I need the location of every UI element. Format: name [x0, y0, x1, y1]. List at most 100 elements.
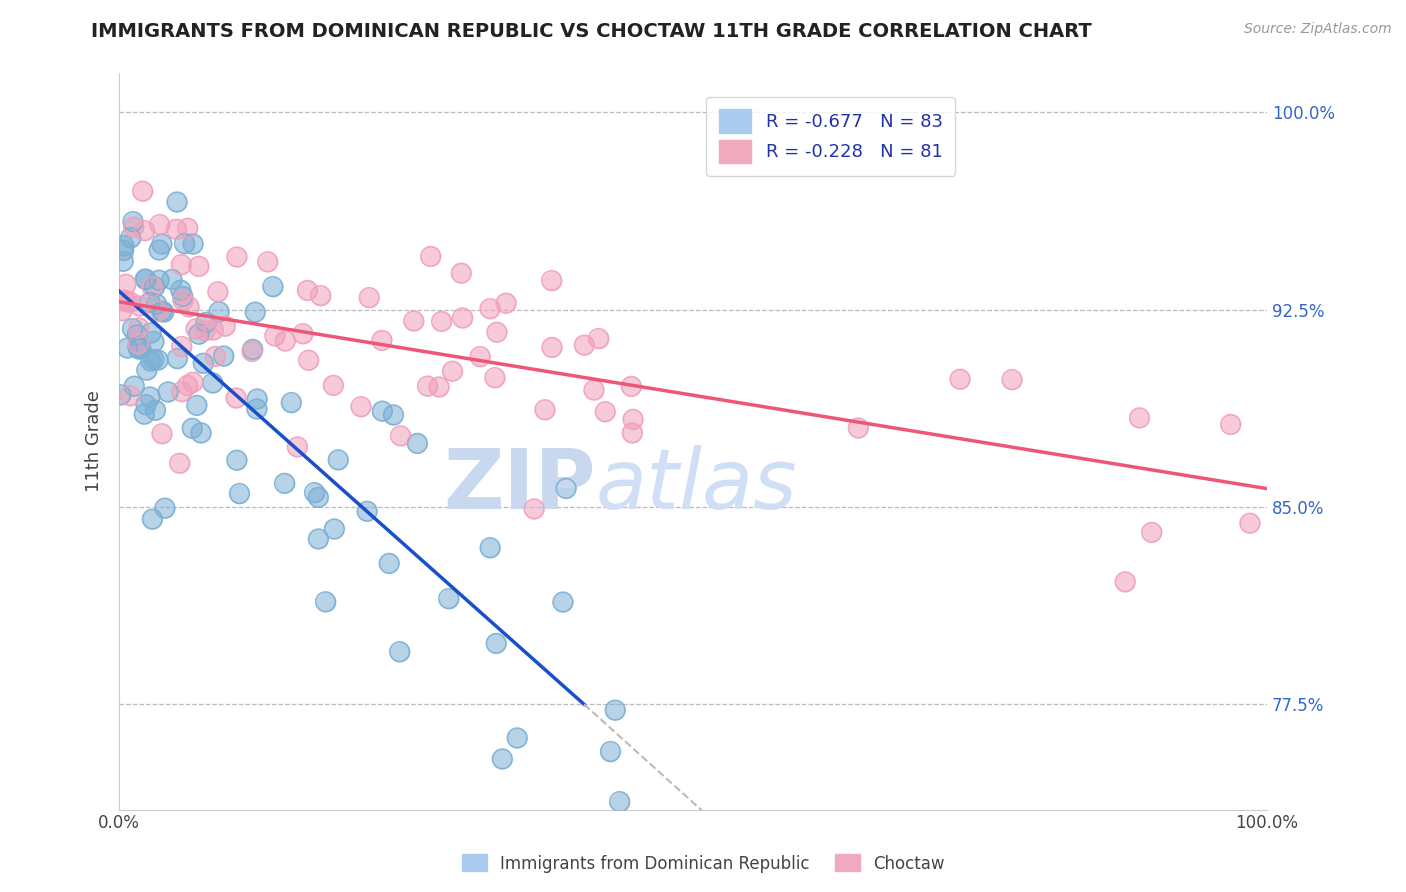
Point [240, 344, 263, 359]
Point [122, 214, 145, 228]
Point [208, 305, 231, 319]
Point [170, 283, 193, 297]
Point [225, 250, 247, 264]
Point [356, 504, 378, 518]
Point [1114, 574, 1136, 589]
Point [389, 429, 412, 443]
Point [122, 220, 145, 235]
Point [190, 425, 212, 440]
Point [297, 353, 319, 368]
Point [371, 404, 394, 418]
Point [166, 351, 188, 366]
Point [287, 440, 309, 454]
Point [139, 295, 162, 310]
Point [212, 349, 235, 363]
Point [146, 304, 169, 318]
Text: ZIP: ZIP [443, 445, 596, 526]
Point [541, 341, 564, 355]
Point [148, 273, 170, 287]
Point [176, 378, 198, 392]
Point [451, 310, 474, 325]
Point [139, 354, 162, 368]
Point [388, 645, 411, 659]
Point [297, 353, 319, 368]
Point [153, 501, 176, 516]
Point [280, 395, 302, 409]
Point [160, 272, 183, 286]
Point [588, 332, 610, 346]
Point [593, 405, 616, 419]
Point [1219, 417, 1241, 432]
Point [273, 476, 295, 491]
Text: atlas: atlas [596, 445, 797, 526]
Point [609, 795, 631, 809]
Point [128, 299, 150, 313]
Point [141, 326, 163, 340]
Point [129, 342, 152, 356]
Point [117, 341, 139, 355]
Point [141, 326, 163, 340]
Point [139, 354, 162, 368]
Point [382, 408, 405, 422]
Point [149, 218, 172, 232]
Point [582, 383, 605, 397]
Point [112, 244, 135, 258]
Point [122, 214, 145, 228]
Point [389, 429, 412, 443]
Point [173, 236, 195, 251]
Point [134, 224, 156, 238]
Point [153, 501, 176, 516]
Point [135, 363, 157, 377]
Point [166, 351, 188, 366]
Point [228, 486, 250, 500]
Point [120, 231, 142, 245]
Point [479, 541, 502, 555]
Point [135, 398, 157, 412]
Point [274, 334, 297, 348]
Point [186, 398, 208, 412]
Point [485, 325, 508, 339]
Point [949, 372, 972, 386]
Point [111, 303, 134, 318]
Point [1239, 516, 1261, 531]
Point [309, 288, 332, 302]
Point [274, 334, 297, 348]
Point [484, 370, 506, 384]
Point [378, 557, 401, 571]
Point [371, 334, 394, 348]
Point [246, 402, 269, 417]
Point [122, 220, 145, 235]
Point [1239, 516, 1261, 531]
Point [315, 595, 337, 609]
Point [609, 795, 631, 809]
Point [187, 327, 209, 342]
Point [201, 376, 224, 390]
Point [214, 319, 236, 334]
Point [263, 329, 285, 343]
Point [166, 194, 188, 209]
Point [323, 522, 346, 536]
Point [419, 250, 441, 264]
Point [170, 340, 193, 354]
Point [599, 745, 621, 759]
Point [135, 363, 157, 377]
Point [150, 237, 173, 252]
Point [468, 350, 491, 364]
Point [204, 350, 226, 364]
Point [228, 486, 250, 500]
Point [297, 284, 319, 298]
Point [588, 332, 610, 346]
Point [208, 305, 231, 319]
Point [356, 504, 378, 518]
Point [150, 237, 173, 252]
Point [1001, 373, 1024, 387]
Point [194, 324, 217, 338]
Point [534, 402, 557, 417]
Point [141, 280, 163, 294]
Point [378, 557, 401, 571]
Legend: Immigrants from Dominican Republic, Choctaw: Immigrants from Dominican Republic, Choc… [456, 847, 950, 880]
Point [350, 400, 373, 414]
Point [134, 224, 156, 238]
Point [173, 236, 195, 251]
Point [160, 272, 183, 286]
